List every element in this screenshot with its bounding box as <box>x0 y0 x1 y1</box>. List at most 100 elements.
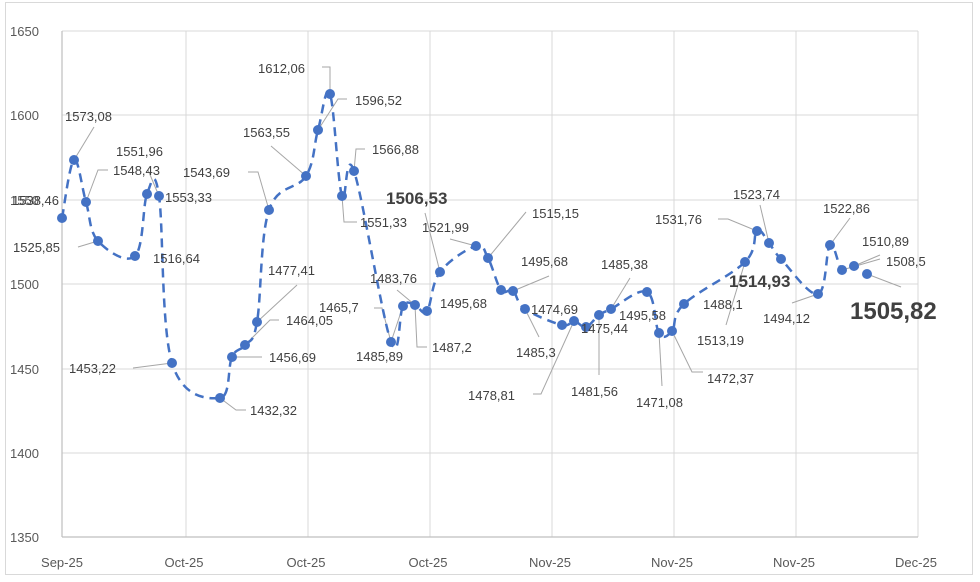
data-label: 1475,44 <box>581 321 628 336</box>
data-point-marker[interactable] <box>594 310 604 320</box>
leader-line <box>270 145 307 177</box>
data-point-marker[interactable] <box>496 285 506 295</box>
data-point-marker[interactable] <box>337 191 347 201</box>
data-label: 1453,22 <box>69 361 116 376</box>
label-leader-lines <box>73 66 902 411</box>
data-label: 1432,32 <box>250 403 297 418</box>
data-markers <box>57 89 872 403</box>
leader-line <box>317 98 347 131</box>
data-point-marker[interactable] <box>167 358 177 368</box>
data-point-marker[interactable] <box>606 304 616 314</box>
y-tick-label: 1650 <box>10 24 39 39</box>
data-point-marker[interactable] <box>398 301 408 311</box>
data-point-marker[interactable] <box>410 300 420 310</box>
data-label: 1474,69 <box>531 302 578 317</box>
data-point-marker[interactable] <box>862 269 872 279</box>
data-label: 1494,12 <box>763 311 810 326</box>
data-label: 1464,05 <box>286 313 333 328</box>
leader-line <box>132 362 173 369</box>
data-point-marker[interactable] <box>142 189 152 199</box>
data-point-marker[interactable] <box>520 304 530 314</box>
data-point-marker[interactable] <box>740 257 750 267</box>
data-point-marker[interactable] <box>264 205 274 215</box>
data-label: 1488,1 <box>703 297 743 312</box>
leader-line <box>353 148 365 172</box>
data-label: 1523,74 <box>733 187 780 202</box>
data-point-marker[interactable] <box>386 337 396 347</box>
data-point-marker[interactable] <box>435 267 445 277</box>
data-point-marker[interactable] <box>776 254 786 264</box>
data-label: 1525,85 <box>13 240 60 255</box>
data-point-marker[interactable] <box>349 166 359 176</box>
data-label: 1521,99 <box>422 220 469 235</box>
leader-line <box>244 319 279 346</box>
leader-line <box>671 330 703 373</box>
data-point-marker[interactable] <box>764 238 774 248</box>
data-label: 1471,08 <box>636 395 683 410</box>
data-point-marker[interactable] <box>325 89 335 99</box>
data-point-marker[interactable] <box>240 340 250 350</box>
data-point-marker[interactable] <box>69 155 79 165</box>
data-point-marker[interactable] <box>227 352 237 362</box>
leader-line <box>610 277 631 310</box>
data-point-marker[interactable] <box>679 299 689 309</box>
data-label: 1551,33 <box>360 215 407 230</box>
leader-line <box>512 275 550 292</box>
data-point-marker[interactable] <box>642 287 652 297</box>
data-label: 1478,81 <box>468 388 515 403</box>
data-point-marker[interactable] <box>752 226 762 236</box>
gridlines <box>61 30 919 538</box>
data-label: 1596,52 <box>355 93 402 108</box>
data-label: 1612,06 <box>258 61 305 76</box>
x-tick-label: Nov-25 <box>773 555 815 570</box>
data-label: 1477,41 <box>268 263 315 278</box>
leader-line <box>524 308 540 338</box>
x-tick-label: Oct-25 <box>286 555 325 570</box>
data-point-marker[interactable] <box>825 240 835 250</box>
data-point-marker[interactable] <box>483 253 493 263</box>
data-label: 1551,96 <box>116 144 163 159</box>
data-point-marker[interactable] <box>93 236 103 246</box>
data-point-marker[interactable] <box>215 393 225 403</box>
data-label: 1553,33 <box>165 190 212 205</box>
data-point-marker[interactable] <box>471 241 481 251</box>
data-point-marker[interactable] <box>57 213 67 223</box>
data-point-marker[interactable] <box>313 125 323 135</box>
data-label: 1485,3 <box>516 345 556 360</box>
data-point-marker[interactable] <box>301 171 311 181</box>
leader-line <box>866 273 902 288</box>
data-point-marker[interactable] <box>813 289 823 299</box>
data-point-marker[interactable] <box>581 322 591 332</box>
data-point-marker[interactable] <box>422 306 432 316</box>
y-tick-label: 1600 <box>10 108 39 123</box>
data-label: 1465,7 <box>319 300 359 315</box>
data-point-marker[interactable] <box>557 320 567 330</box>
data-label: 1543,69 <box>183 165 230 180</box>
data-point-marker[interactable] <box>837 265 847 275</box>
data-label: 1495,68 <box>521 254 568 269</box>
data-point-marker[interactable] <box>130 251 140 261</box>
data-point-marker[interactable] <box>849 261 859 271</box>
data-label: 1485,89 <box>356 349 403 364</box>
data-point-marker[interactable] <box>81 197 91 207</box>
data-point-marker[interactable] <box>654 328 664 338</box>
data-point-marker[interactable] <box>508 286 518 296</box>
x-tick-label: Dec-25 <box>895 555 937 570</box>
data-label: 1510,89 <box>862 234 909 249</box>
x-tick-label: Nov-25 <box>651 555 693 570</box>
leader-line <box>256 284 298 323</box>
leader-line <box>829 217 851 246</box>
data-label: 1513,19 <box>697 333 744 348</box>
leader-line <box>841 258 881 271</box>
data-point-marker[interactable] <box>252 317 262 327</box>
data-label: 1456,69 <box>269 350 316 365</box>
data-label: 1487,2 <box>432 340 472 355</box>
leader-line <box>85 169 108 203</box>
data-point-marker[interactable] <box>667 326 677 336</box>
data-point-marker[interactable] <box>154 191 164 201</box>
data-point-marker[interactable] <box>569 316 579 326</box>
data-label: 1563,55 <box>243 125 290 140</box>
leader-line <box>533 320 575 395</box>
y-tick-label: 1450 <box>10 362 39 377</box>
